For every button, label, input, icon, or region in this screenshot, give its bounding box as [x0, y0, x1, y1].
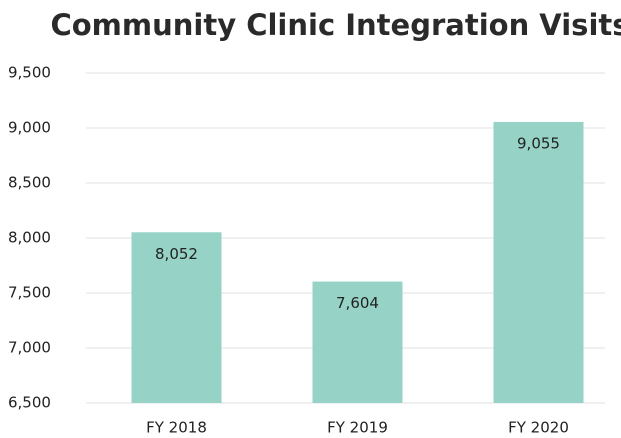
- data-label: 9,055: [517, 134, 560, 152]
- y-tick-label: 6,500: [8, 394, 51, 412]
- x-tick-label: FY 2020: [508, 419, 569, 437]
- y-tick-label: 9,000: [8, 119, 51, 137]
- chart-title: Community Clinic Integration Visits: [50, 8, 621, 42]
- data-label: 8,052: [155, 245, 198, 263]
- y-tick-label: 7,500: [8, 284, 51, 302]
- y-tick-label: 8,000: [8, 229, 51, 247]
- bar: [131, 232, 222, 403]
- y-tick-label: 7,000: [8, 339, 51, 357]
- bar: [493, 121, 584, 403]
- bar: [312, 281, 403, 403]
- y-tick-label: 8,500: [8, 174, 51, 192]
- x-tick-label: FY 2019: [327, 419, 388, 437]
- y-tick-label: 9,500: [8, 64, 51, 82]
- x-tick-label: FY 2018: [146, 419, 207, 437]
- data-label: 7,604: [336, 294, 379, 312]
